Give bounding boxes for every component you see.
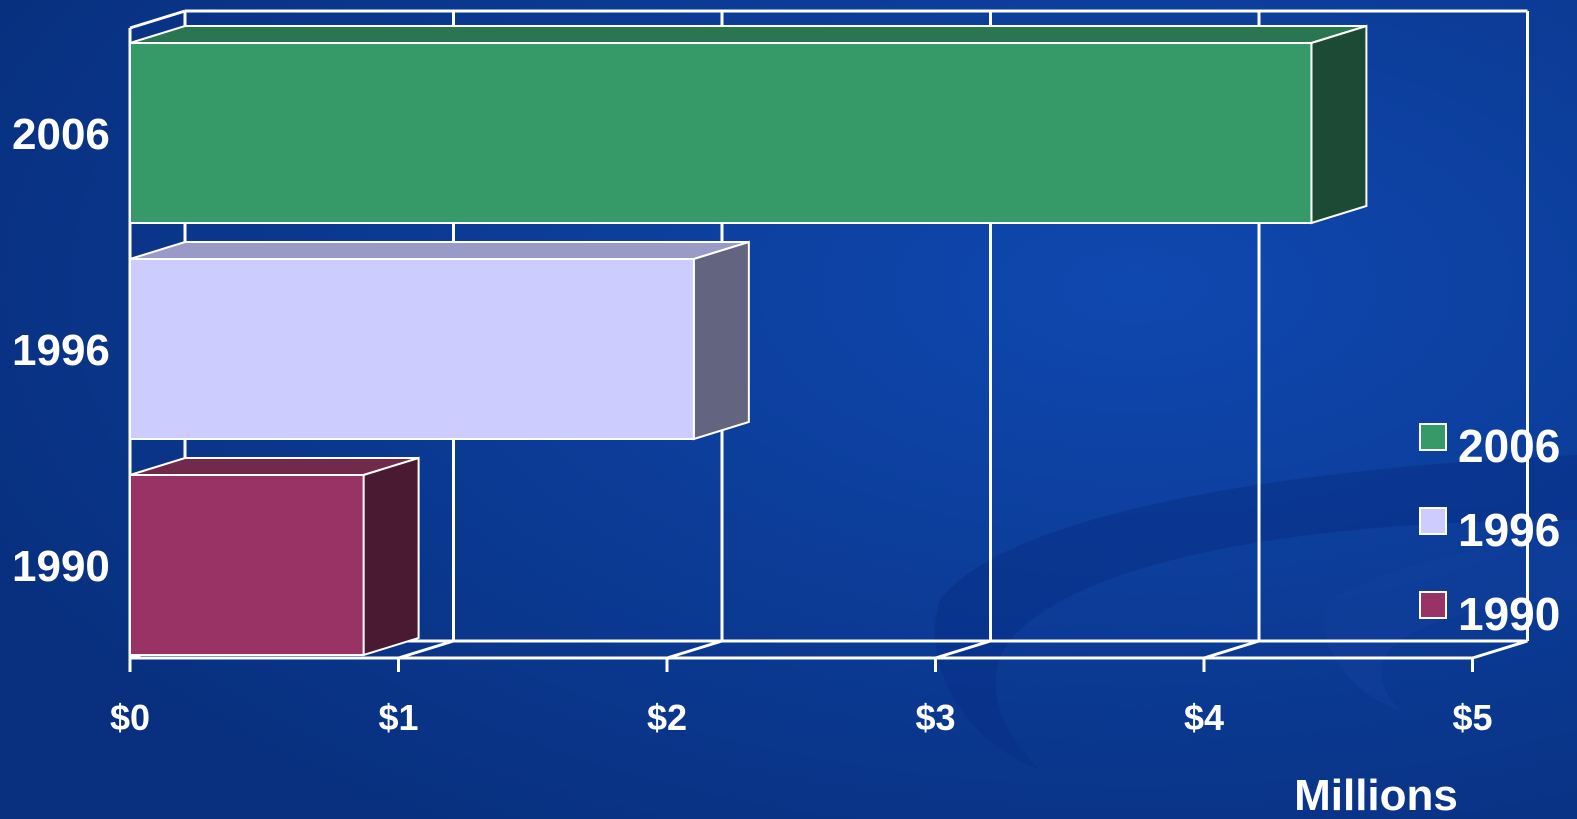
floor-depth-line-4: [1203, 639, 1260, 660]
legend-swatch-2006: [1419, 423, 1447, 451]
bar-side-face-1990: [362, 456, 420, 657]
bar-1990: [129, 456, 420, 657]
x-tick-label-1: $1: [378, 697, 418, 738]
category-label-1996: 1996: [12, 326, 110, 375]
legend: 2006 1996 1990: [1419, 420, 1560, 640]
legend-label-1996: 1996: [1458, 504, 1560, 556]
background-swoosh: [934, 455, 1577, 770]
floor-depth-line-1: [398, 639, 454, 660]
x-tick-labels: $0 $1 $2 $3 $4 $5: [110, 697, 1493, 738]
x-tick-label-2: $2: [647, 697, 687, 738]
legend-swatch-1996: [1419, 507, 1447, 535]
bar-front-face-2006: [129, 42, 1313, 224]
x-tick-label-3: $3: [915, 697, 955, 738]
floor-depth-line-2: [666, 639, 723, 660]
legend-label-1990: 1990: [1458, 588, 1560, 640]
bar-front-face-1996: [129, 258, 695, 440]
floor-depth-line-5: [1472, 639, 1528, 660]
bar-top-face-1996: [129, 241, 750, 260]
floor-depth-line-3: [935, 639, 991, 660]
bar-side-face-1996: [692, 240, 750, 441]
bar-front-face-1990: [129, 474, 365, 656]
bar-side-face-2006: [1310, 24, 1368, 225]
legend-swatch-1990: [1419, 591, 1447, 619]
category-labels: 2006 1996 1990: [12, 110, 110, 591]
x-axis-label: Millions: [1294, 771, 1458, 819]
category-label-1990: 1990: [12, 542, 110, 591]
bar-1996: [129, 240, 750, 441]
left-wall-top-edge: [129, 9, 186, 30]
bars: [129, 24, 1368, 657]
x-tick-label-0: $0: [110, 697, 150, 738]
category-label-2006: 2006: [12, 110, 110, 159]
bar-2006: [129, 24, 1368, 225]
x-tick-label-5: $5: [1452, 697, 1492, 738]
bar-top-face-2006: [129, 25, 1367, 44]
legend-label-2006: 2006: [1458, 420, 1560, 472]
x-tick-label-4: $4: [1184, 697, 1224, 738]
